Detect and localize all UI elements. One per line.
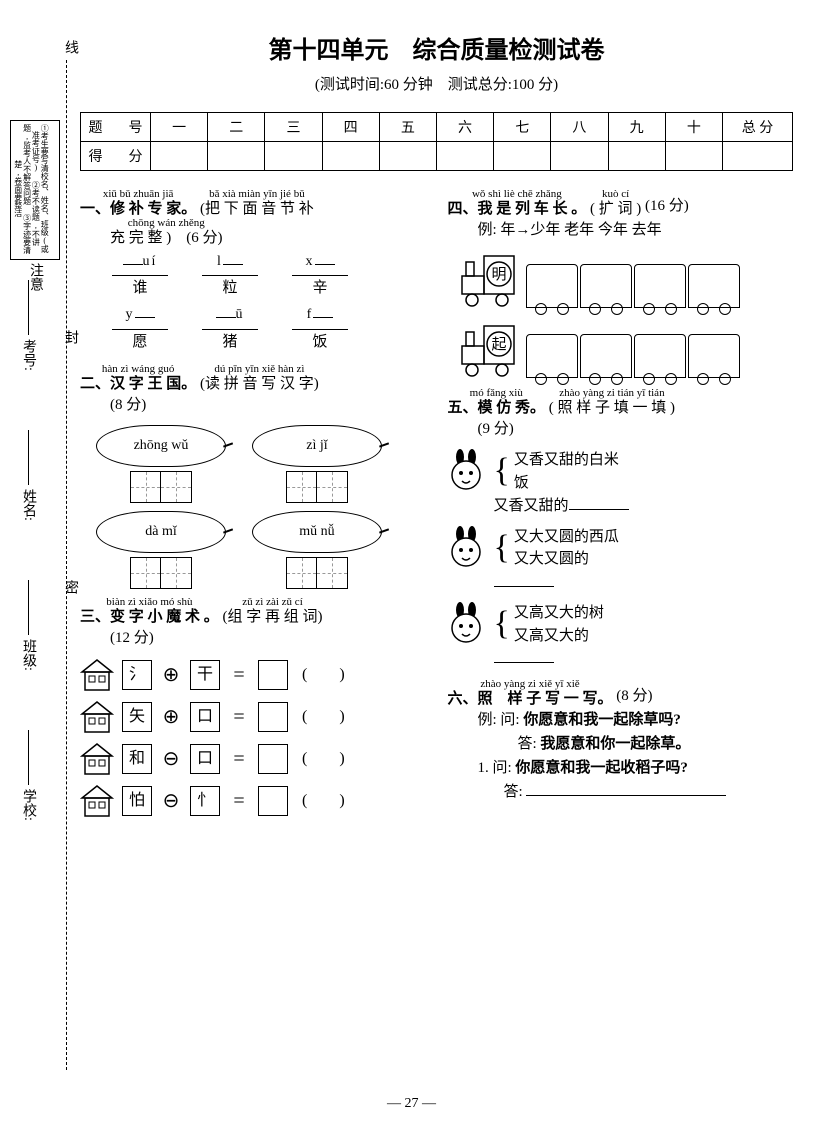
- leaf-item: mǔ nǚ: [252, 511, 382, 589]
- field-banji: 班级:: [18, 580, 38, 671]
- house-row: 怕 ⊖ 忄 = ( ): [80, 784, 426, 818]
- leaf-item: dà mǐ: [96, 511, 226, 589]
- notice-box: ①考生要写清校名、姓名、班级(或准考证号) ②考不读题,不讲题,监考人不解答问题…: [10, 120, 60, 260]
- margin-marker-xian: 线: [60, 40, 80, 54]
- train-row-1: 明: [454, 248, 794, 308]
- q1-item: uí谁: [110, 251, 170, 300]
- q1-item: ū猪: [200, 304, 260, 353]
- house-icon: [80, 742, 114, 776]
- field-kaohao: 考号:: [18, 280, 38, 371]
- margin-marker-feng: 封: [60, 330, 80, 344]
- q5: mó fǎng xiù五、模 仿 秀。 zhào yàng zi tián yī…: [448, 388, 794, 671]
- train-row-2: 起: [454, 318, 794, 378]
- q2: hàn zì wáng guó二、汉 字 王 国。 dú pīn yīn xiě…: [80, 364, 426, 589]
- right-column: wǒ shì liè chē zhǎng四、我 是 列 车 长 。 kuò cí…: [448, 189, 794, 826]
- plus-icon: ⊕: [160, 701, 182, 733]
- plus-icon: ⊕: [160, 659, 182, 691]
- leaf-item: zì jǐ: [252, 425, 382, 503]
- q1: xiū bǔ zhuān jiā一、修 补 专 家。 bǎ xià miàn y…: [80, 189, 426, 354]
- score-value-row: 得 分: [81, 142, 793, 171]
- rabbit-row: 又高又大的树又高又大的: [448, 602, 794, 671]
- rabbit-icon: [448, 602, 484, 646]
- rabbit-row: 又大又圆的西瓜又大又圆的: [448, 526, 794, 595]
- house-row: 氵 ⊕ 干 = ( ): [80, 658, 426, 692]
- field-xuexiao: 学校:: [18, 730, 38, 821]
- page-subtitle: (测试时间:60 分钟 测试总分:100 分): [80, 73, 793, 94]
- margin-marker-mi: 密: [60, 580, 80, 594]
- house-icon: [80, 658, 114, 692]
- locomotive-icon: 起: [454, 318, 524, 378]
- svg-text:明: 明: [491, 266, 506, 283]
- house-icon: [80, 700, 114, 734]
- rabbit-row: 又香又甜的白米饭又香又甜的: [448, 449, 794, 518]
- minus-icon: ⊖: [160, 743, 182, 775]
- q3: biàn zì xiǎo mó shù三、变 字 小 魔 术 。 zǔ zì z…: [80, 597, 426, 818]
- page-number: — 27 —: [0, 1096, 823, 1112]
- q1-item: y愿: [110, 304, 170, 353]
- q1-item: f饭: [290, 304, 350, 353]
- margin-column: ①考生要写清校名、姓名、班级(或准考证号) ②考不读题,不讲题,监考人不解答问题…: [10, 120, 70, 1020]
- q1-item: x辛: [290, 251, 350, 300]
- score-table: 题 号 一 二 三 四 五 六 七 八 九 十 总 分 得 分: [80, 112, 793, 171]
- answer-blank[interactable]: [526, 780, 726, 796]
- page-title: 第十四单元 综合质量检测试卷: [80, 30, 793, 65]
- minus-icon: ⊖: [160, 785, 182, 817]
- notice-text: ①考生要写清校名、姓名、班级(或准考证号) ②考不读题,不讲题,监考人不解答问题…: [11, 121, 50, 256]
- left-column: xiū bǔ zhuān jiā一、修 补 专 家。 bǎ xià miàn y…: [80, 189, 426, 826]
- q6: zhào yàng zi xiě yī xiě六、照 样 子 写 一 写。 (8…: [448, 679, 794, 804]
- q4: wǒ shì liè chē zhǎng四、我 是 列 车 长 。 kuò cí…: [448, 189, 794, 378]
- leaf-item: zhōng wǔ: [96, 425, 226, 503]
- content-columns: xiū bǔ zhuān jiā一、修 补 专 家。 bǎ xià miàn y…: [80, 189, 793, 826]
- house-icon: [80, 784, 114, 818]
- rabbit-icon: [448, 526, 484, 570]
- house-row: 矢 ⊕ 口 = ( ): [80, 700, 426, 734]
- score-header-row: 题 号 一 二 三 四 五 六 七 八 九 十 总 分: [81, 113, 793, 142]
- page: ①考生要写清校名、姓名、班级(或准考证号) ②考不读题,不讲题,监考人不解答问题…: [0, 0, 823, 1122]
- q1-item: l粒: [200, 251, 260, 300]
- field-xingming: 姓名:: [18, 430, 38, 521]
- house-row: 和 ⊖ 口 = ( ): [80, 742, 426, 776]
- svg-text:起: 起: [491, 336, 506, 353]
- rabbit-icon: [448, 449, 484, 493]
- locomotive-icon: 明: [454, 248, 524, 308]
